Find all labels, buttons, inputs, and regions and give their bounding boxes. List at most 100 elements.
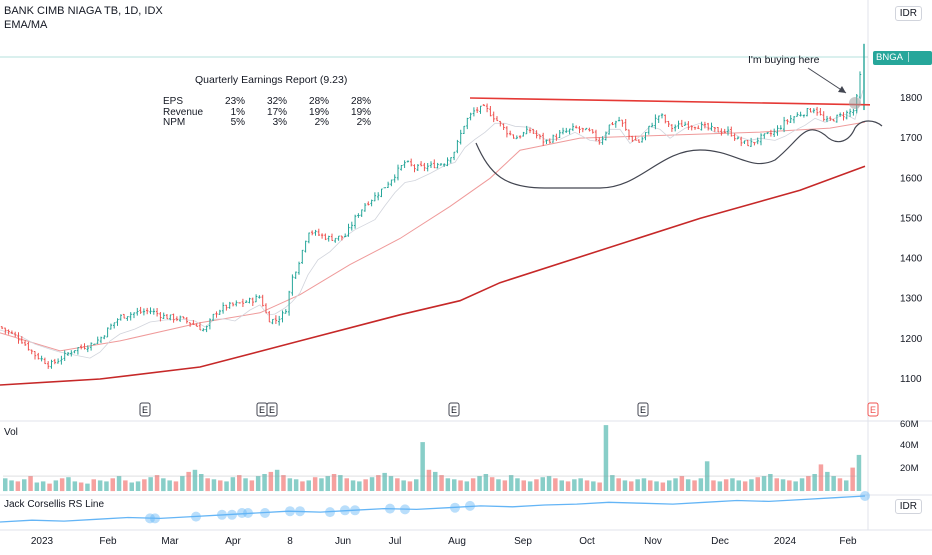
volume-bar [357, 481, 362, 491]
earnings-marker-label: E [870, 405, 876, 415]
volume-bar [439, 475, 444, 491]
volume-bar [484, 474, 489, 491]
volume-bar [231, 477, 236, 491]
volume-bar [414, 479, 419, 491]
volume-bar [136, 481, 141, 491]
volume-bar [775, 478, 780, 491]
price-badge-symbol: BNGA [876, 52, 902, 63]
volume-bar [857, 455, 862, 491]
volume-bar [60, 478, 65, 491]
volume-bar [724, 479, 729, 491]
volume-bar [471, 478, 476, 491]
volume-bar [351, 480, 356, 491]
chart-legend: BANK CIMB NIAGA TB, 1D, IDX EMA/MA [4, 4, 163, 32]
y-tick-label: 1300 [900, 294, 923, 305]
rs-label: Jack Corsellis RS Line [4, 499, 104, 510]
volume-bar [155, 475, 160, 491]
volume-bar [401, 480, 406, 491]
row-label: NPM [163, 118, 203, 129]
volume-bar [79, 483, 84, 492]
volume-bar [427, 470, 432, 491]
cell: 28% [287, 97, 329, 108]
volume-bar [458, 480, 463, 491]
rs-new-high-marker [465, 501, 475, 511]
volume-bar [585, 480, 590, 491]
currency-button[interactable]: IDR [895, 6, 922, 21]
volume-bar [148, 477, 153, 491]
volume-bar [597, 483, 602, 492]
x-tick-label: Oct [579, 536, 595, 547]
volume-bar [793, 481, 798, 491]
volume-bar [16, 481, 21, 491]
volume-bar [522, 480, 527, 491]
rs-new-high-marker [400, 504, 410, 514]
volume-bar [376, 475, 381, 491]
volume-bar [673, 478, 678, 491]
volume-bar [123, 480, 128, 491]
rs-new-high-marker [150, 513, 160, 523]
row-label: EPS [163, 97, 203, 108]
annotation-text: I'm buying here [748, 54, 819, 66]
rs-currency-button[interactable]: IDR [895, 499, 922, 514]
volume-bar [610, 475, 615, 491]
volume-bar [699, 478, 704, 491]
volume-bar [9, 480, 14, 491]
volume-bar [73, 481, 78, 491]
volume-bar [566, 481, 571, 491]
volume-bar [313, 477, 318, 491]
earnings-marker-label: E [640, 405, 646, 415]
volume-tick-label: 20M [900, 463, 919, 474]
x-tick-label: Jun [335, 536, 351, 547]
volume-bar [642, 478, 647, 491]
volume-bar [256, 476, 261, 491]
volume-bar [446, 478, 451, 491]
volume-bar [667, 480, 672, 491]
volume-bar [680, 476, 685, 491]
rs-new-high-marker [860, 491, 870, 501]
volume-bar [22, 479, 27, 491]
cell: 2% [287, 118, 329, 129]
volume-bar [433, 472, 438, 491]
buy-point-marker [849, 97, 861, 109]
y-tick-label: 1500 [900, 213, 923, 224]
volume-bar [812, 474, 817, 491]
rs-new-high-marker [295, 506, 305, 516]
cell: 5% [203, 118, 245, 129]
resistance-line [470, 98, 870, 105]
y-tick-label: 1700 [900, 133, 923, 144]
volume-bar [345, 478, 350, 491]
volume-bar [648, 480, 653, 491]
rs-new-high-marker [340, 505, 350, 515]
volume-bar [237, 475, 242, 491]
volume-bar [838, 478, 843, 491]
cell: 2% [329, 118, 371, 129]
volume-bar [756, 477, 761, 491]
volume-bar [28, 476, 33, 491]
volume-bar [541, 477, 546, 491]
volume-bar [370, 477, 375, 491]
volume-bar [104, 481, 109, 491]
volume-bar [389, 476, 394, 491]
volume-bar [547, 476, 552, 491]
rs-new-high-marker [227, 510, 237, 520]
volume-bar [117, 476, 122, 491]
volume-bar [275, 470, 280, 491]
volume-bar [395, 478, 400, 491]
price-badge: BNGA 1905 [873, 51, 932, 65]
volume-bar [560, 480, 565, 491]
volume-bar [831, 476, 836, 491]
volume-bar [825, 472, 830, 491]
volume-bar [243, 478, 248, 491]
rs-new-high-marker [217, 510, 227, 520]
volume-bar [382, 473, 387, 491]
rs-new-high-marker [285, 506, 295, 516]
volume-bar [762, 476, 767, 491]
ma-long-line [0, 166, 865, 385]
volume-bar [692, 480, 697, 491]
volume-bar [85, 484, 90, 491]
volume-bar [528, 481, 533, 491]
volume-bar [654, 481, 659, 491]
earnings-row-eps: EPS 23% 32% 28% 28% [163, 97, 371, 108]
rs-new-high-marker [450, 503, 460, 513]
